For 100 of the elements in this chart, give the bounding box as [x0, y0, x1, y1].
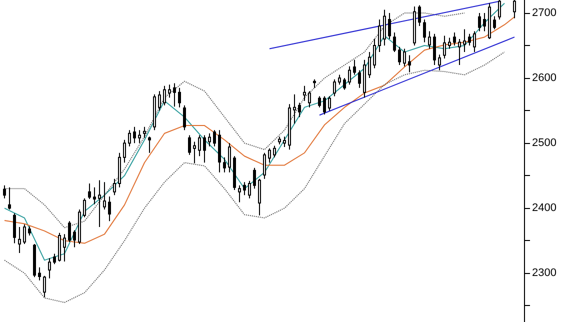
candlestick: [403, 48, 406, 67]
candlestick: [308, 90, 311, 108]
candlestick: [398, 46, 401, 66]
candlestick: [198, 134, 201, 157]
candlestick: [23, 224, 26, 244]
candlestick: [3, 184, 6, 199]
candlestick: [493, 16, 496, 30]
candlestick: [38, 266, 41, 281]
line-series: [4, 12, 465, 228]
candlestick: [268, 148, 271, 164]
candlestick: [488, 2, 491, 40]
y-tick-label: 2500: [532, 137, 556, 150]
candlestick: [8, 186, 11, 210]
candlestick: [73, 230, 76, 248]
candlestick: [448, 37, 451, 50]
candlestick: [173, 82, 176, 108]
candlestick: [263, 152, 266, 180]
candlestick: [103, 182, 106, 210]
y-tick-label: 2300: [532, 267, 556, 280]
candlestick: [48, 258, 51, 279]
candlestick: [358, 70, 361, 88]
candlestick: [443, 35, 446, 60]
candlestick: [413, 6, 416, 46]
candlestick: [348, 66, 351, 86]
candlestick: [298, 102, 301, 118]
candlestick: [163, 85, 166, 106]
candlestick: [68, 220, 71, 242]
candlestick: [128, 130, 131, 147]
candlestick: [328, 96, 331, 112]
candlestick: [338, 74, 341, 86]
candlestick: [273, 145, 276, 158]
candlestick: [478, 12, 481, 32]
candlestick: [368, 52, 371, 79]
candlestick: [213, 130, 216, 147]
candlestick: [138, 130, 141, 144]
candlestick: [118, 152, 121, 188]
candlestick: [28, 226, 31, 236]
candlestick: [53, 253, 56, 265]
y-tick-label: 2400: [532, 202, 556, 214]
candlestick: [383, 9, 386, 46]
candlestick: [108, 196, 111, 222]
candlestick: [88, 182, 91, 200]
candlestick: [158, 90, 161, 112]
candlestick: [258, 178, 261, 216]
candlestick: [353, 59, 356, 76]
candlestick: [98, 180, 101, 228]
candlestick: [318, 96, 321, 108]
candlestick: [188, 134, 191, 156]
candlestick: [193, 141, 196, 164]
candlestick: [378, 19, 381, 53]
candlestick: [248, 180, 251, 199]
candlestick: [363, 59, 366, 98]
candlestick: [233, 156, 236, 190]
candlestick: [388, 12, 391, 40]
candlestick: [83, 198, 86, 218]
candlestick: [253, 167, 256, 190]
candlestick: [323, 96, 326, 115]
candlestick: [223, 156, 226, 173]
candlestick: [43, 275, 46, 298]
candlestick: [278, 136, 281, 145]
candlestick: [93, 186, 96, 205]
candlestick: [343, 78, 346, 90]
candlestick: [303, 85, 306, 102]
candlestick: [373, 38, 376, 69]
candlestick: [178, 87, 181, 108]
candlestick: [58, 232, 61, 262]
candlestick: [513, 0, 516, 19]
candlestick: [288, 104, 291, 150]
candlestick: [333, 78, 336, 97]
y-tick-label: 2700: [532, 7, 556, 20]
candlestick: [313, 78, 316, 88]
candlestick: [423, 19, 426, 43]
candlestick: [63, 234, 66, 262]
candlestick: [133, 126, 136, 144]
candlestick: [393, 32, 396, 53]
candlestick: [483, 12, 486, 32]
candlestick: [453, 32, 456, 46]
candlestick: [33, 243, 36, 278]
candlestick: [283, 136, 286, 148]
candlestick: [458, 38, 461, 66]
candlestick: [143, 126, 146, 138]
candlestick: [463, 28, 466, 53]
candlestick: [438, 54, 441, 71]
candlestick: [408, 54, 411, 73]
candlestick: [238, 184, 241, 203]
candlestick: [468, 33, 471, 46]
candlestick: [113, 178, 116, 196]
line-series: [4, 52, 505, 303]
candlestick: [148, 136, 151, 154]
y-tick-label: 2600: [532, 72, 556, 84]
candlestick: [78, 208, 81, 244]
candlestick: [203, 134, 206, 164]
candlestick: [418, 4, 421, 27]
candlestick: [498, 0, 501, 20]
candlestick: [183, 104, 186, 131]
candlestick: [473, 30, 476, 53]
candlestick: [13, 212, 16, 244]
candlestick: [208, 132, 211, 147]
candlestick: [168, 84, 171, 98]
candlestick: [18, 226, 21, 254]
